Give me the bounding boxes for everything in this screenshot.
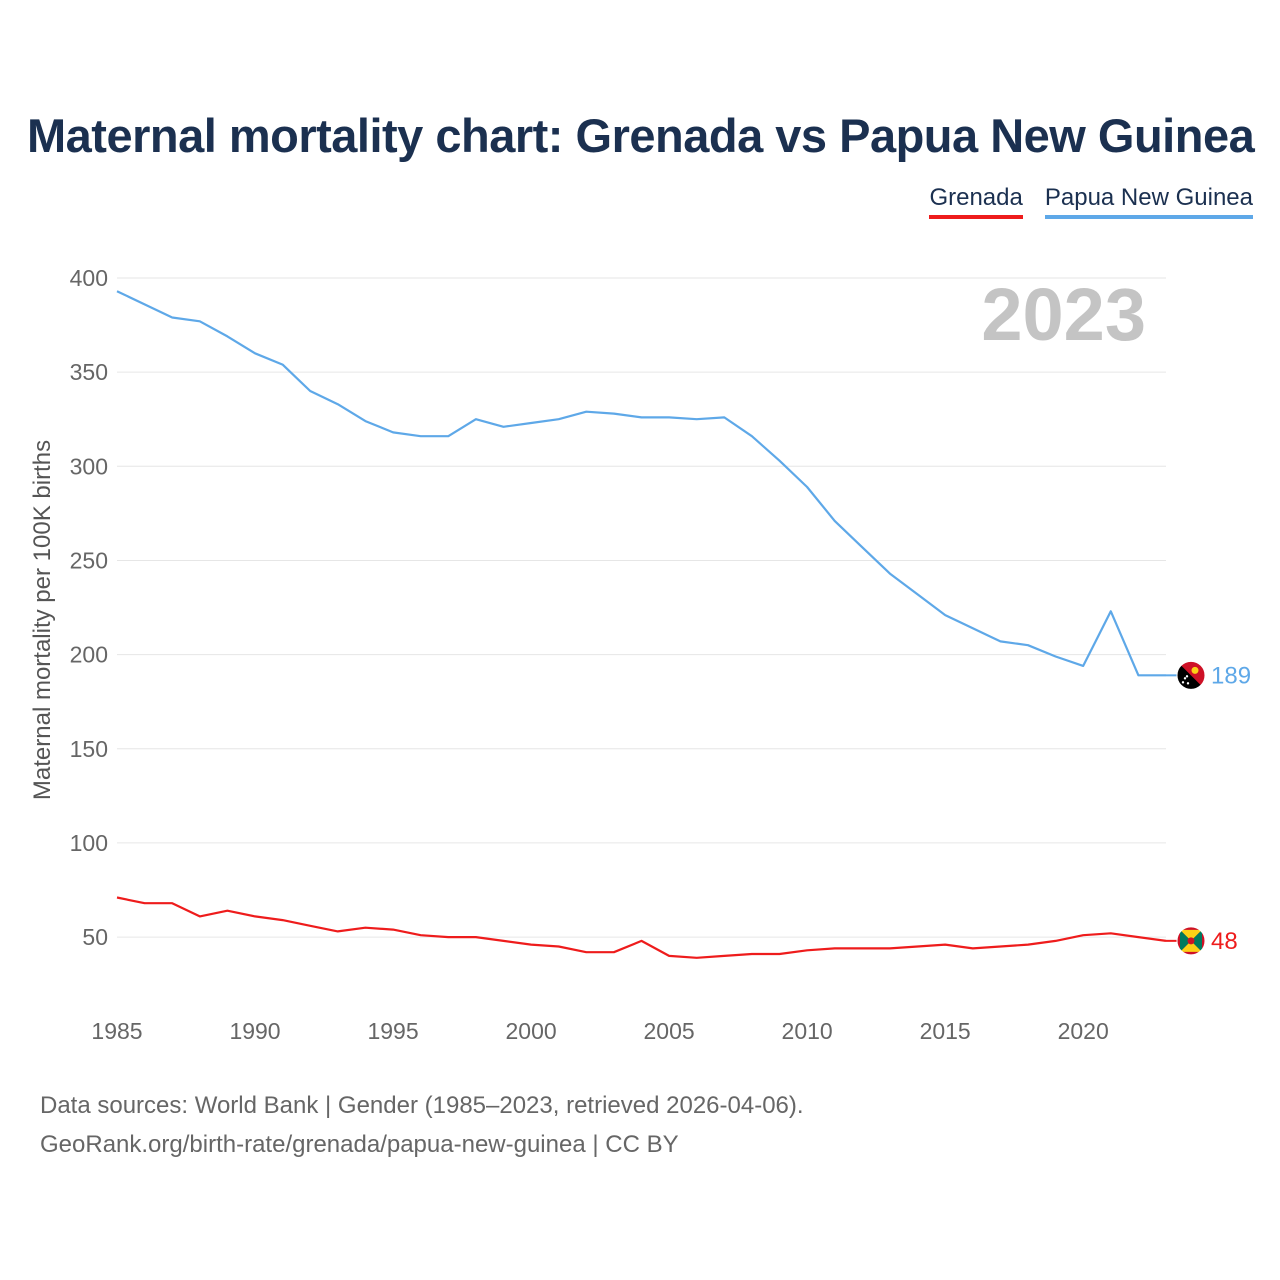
end-label-grenada: 48 — [1211, 928, 1238, 955]
chart-title: Maternal mortality chart: Grenada vs Pap… — [27, 109, 1255, 162]
y-tick-label-50: 50 — [82, 924, 108, 950]
x-tick-label-1995: 1995 — [367, 1018, 418, 1044]
line-chart: 50 100 150 200 250 300 350 400 1985 1990 1995 2000… — [29, 265, 1251, 1044]
footer: Data sources: World Bank | Gender (1985–… — [40, 1086, 804, 1164]
y-axis-ticks: 50 100 150 200 250 300 350 400 — [70, 265, 108, 950]
grid-lines — [117, 277, 1166, 938]
x-tick-label-2020: 2020 — [1058, 1018, 1109, 1044]
end-label-papua-new-guinea: 189 — [1211, 662, 1251, 689]
series-line-grenada[interactable] — [116, 896, 1167, 959]
y-tick-label-350: 350 — [70, 359, 108, 385]
x-tick-label-2005: 2005 — [644, 1018, 695, 1044]
x-tick-label-2015: 2015 — [920, 1018, 971, 1044]
y-tick-label-250: 250 — [70, 547, 108, 573]
x-axis-ticks: 1985 1990 1995 2000 2005 2010 2015 2020 — [91, 1018, 1108, 1044]
legend-item-papua-new-guinea[interactable]: Papua New Guinea — [1044, 184, 1253, 219]
y-tick-label-100: 100 — [70, 830, 108, 856]
x-tick-label-2000: 2000 — [505, 1018, 556, 1044]
x-tick-label-2010: 2010 — [782, 1018, 833, 1044]
x-tick-label-1985: 1985 — [91, 1018, 142, 1044]
grenada-flag-icon — [1176, 926, 1206, 956]
series-layer — [116, 290, 1167, 959]
y-tick-label-200: 200 — [70, 642, 108, 668]
x-tick-label-1990: 1990 — [229, 1018, 280, 1044]
y-tick-label-150: 150 — [70, 736, 108, 762]
footer-source: Data sources: World Bank | Gender (1985–… — [40, 1092, 804, 1119]
y-tick-label-300: 300 — [70, 453, 108, 479]
legend: Grenada Papua New Guinea — [929, 184, 1253, 219]
end-markers: 48 189 — [1166, 660, 1251, 956]
legend-item-grenada[interactable]: Grenada — [929, 184, 1023, 219]
y-tick-label-400: 400 — [70, 265, 108, 291]
series-line-papua-new-guinea[interactable] — [116, 290, 1166, 677]
footer-link[interactable]: GeoRank.org/birth-rate/grenada/papua-new… — [40, 1131, 679, 1158]
png-flag-icon — [1176, 660, 1206, 690]
y-axis-title: Maternal mortality per 100K births — [29, 440, 56, 800]
year-overlay: 2023 — [981, 273, 1146, 356]
